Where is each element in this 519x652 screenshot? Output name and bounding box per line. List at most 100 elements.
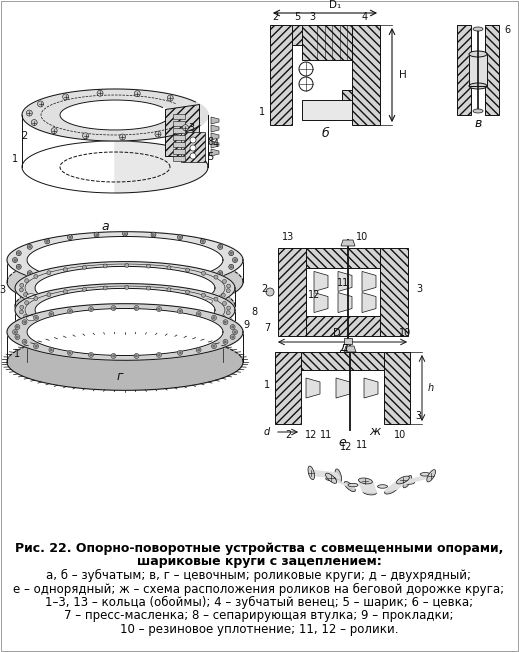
Circle shape (163, 329, 168, 333)
Circle shape (32, 297, 36, 301)
Text: 8: 8 (207, 137, 213, 147)
Polygon shape (125, 284, 235, 352)
Text: H: H (399, 70, 407, 80)
Ellipse shape (385, 486, 398, 494)
Bar (301, 352, 384, 370)
Circle shape (223, 339, 228, 344)
Bar (275, 352, 301, 424)
Text: 12: 12 (340, 442, 352, 452)
Circle shape (183, 327, 187, 331)
Circle shape (223, 280, 226, 284)
Circle shape (100, 330, 104, 334)
Circle shape (19, 310, 23, 314)
Ellipse shape (473, 27, 483, 31)
Bar (292, 25, 302, 45)
Circle shape (233, 258, 238, 263)
Circle shape (146, 264, 151, 268)
Circle shape (134, 353, 139, 359)
Circle shape (89, 352, 93, 357)
Circle shape (83, 265, 86, 269)
Text: ж: ж (370, 425, 380, 438)
Circle shape (100, 308, 104, 312)
Bar (485, 25, 499, 115)
Text: 8: 8 (251, 307, 257, 317)
Circle shape (201, 271, 206, 275)
Text: 11: 11 (320, 430, 332, 440)
Ellipse shape (403, 475, 412, 488)
Bar (457, 25, 471, 115)
Circle shape (299, 77, 313, 91)
Text: 5: 5 (207, 152, 213, 162)
Circle shape (27, 271, 32, 276)
Circle shape (214, 275, 218, 279)
Circle shape (94, 232, 99, 237)
Polygon shape (362, 293, 376, 312)
Polygon shape (306, 378, 320, 398)
Polygon shape (341, 240, 355, 246)
Circle shape (229, 250, 234, 256)
Polygon shape (35, 267, 215, 310)
Polygon shape (211, 117, 219, 124)
Circle shape (211, 316, 216, 320)
Circle shape (79, 306, 83, 310)
Text: 12: 12 (305, 430, 317, 440)
Circle shape (146, 286, 151, 290)
Circle shape (167, 265, 171, 270)
Circle shape (190, 153, 196, 159)
Circle shape (211, 344, 216, 349)
Bar (352, 25, 380, 125)
Circle shape (122, 231, 128, 236)
Circle shape (32, 319, 36, 323)
Text: 2: 2 (262, 284, 268, 294)
Ellipse shape (427, 469, 435, 482)
Circle shape (51, 128, 57, 134)
Text: е: е (338, 436, 346, 449)
Bar (173, 128, 185, 133)
Circle shape (45, 276, 50, 281)
Polygon shape (326, 477, 355, 488)
Polygon shape (404, 473, 435, 484)
Circle shape (157, 306, 161, 312)
Ellipse shape (64, 327, 74, 333)
Ellipse shape (203, 299, 212, 304)
Circle shape (163, 306, 168, 310)
Circle shape (190, 145, 196, 151)
Circle shape (125, 263, 129, 267)
Polygon shape (27, 237, 223, 284)
Ellipse shape (469, 83, 487, 89)
Polygon shape (362, 271, 376, 291)
Circle shape (49, 348, 54, 352)
Circle shape (15, 334, 20, 340)
Polygon shape (27, 308, 223, 355)
Text: 4: 4 (213, 139, 219, 149)
Circle shape (143, 308, 147, 312)
Circle shape (229, 264, 234, 269)
Circle shape (200, 239, 206, 244)
Circle shape (196, 312, 201, 317)
Circle shape (199, 301, 203, 305)
Text: 11: 11 (337, 278, 349, 288)
Text: h: h (428, 383, 434, 393)
Polygon shape (7, 334, 243, 391)
Text: 3: 3 (188, 123, 194, 133)
Ellipse shape (124, 331, 133, 336)
Bar (344, 338, 352, 344)
Circle shape (67, 280, 73, 286)
Ellipse shape (325, 473, 337, 483)
Ellipse shape (26, 316, 35, 321)
Circle shape (12, 329, 18, 334)
Circle shape (31, 119, 37, 126)
Circle shape (199, 323, 203, 327)
Text: б: б (321, 127, 329, 140)
Text: 12: 12 (308, 290, 320, 300)
Circle shape (83, 288, 86, 291)
Text: 4: 4 (362, 12, 368, 22)
Circle shape (230, 325, 235, 329)
Circle shape (22, 319, 27, 325)
Polygon shape (364, 378, 378, 398)
Circle shape (12, 258, 18, 263)
Polygon shape (385, 479, 409, 492)
Circle shape (151, 283, 156, 288)
Ellipse shape (26, 293, 35, 299)
Ellipse shape (469, 51, 487, 57)
